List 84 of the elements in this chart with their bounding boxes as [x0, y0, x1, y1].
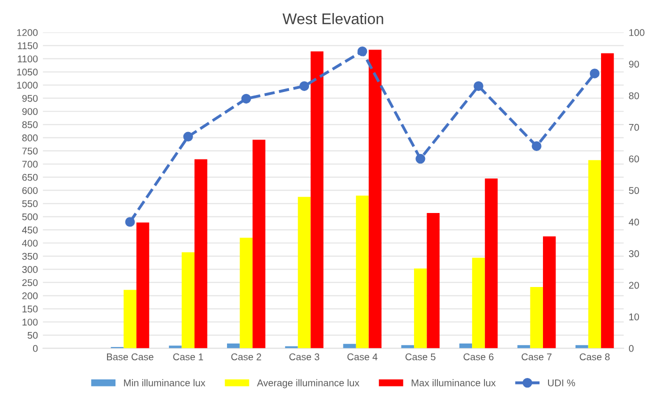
bar — [136, 222, 150, 348]
y-tick-label: 450 — [22, 226, 38, 234]
bar — [310, 51, 324, 348]
y-tick-label: 850 — [22, 121, 38, 128]
y-tick-label: 50 — [28, 332, 38, 339]
y-tick-label: 300 — [22, 266, 38, 273]
y2-tick-label: 60 — [629, 155, 639, 162]
legend-label: UDI % — [548, 379, 576, 386]
y-tick-label: 200 — [22, 292, 38, 300]
y-tick-label: 950 — [22, 94, 38, 102]
bar — [414, 268, 427, 348]
y2-tick-label: 80 — [628, 92, 639, 100]
point — [474, 81, 484, 91]
bar — [472, 258, 485, 348]
y2-tick-label: 30 — [628, 250, 639, 258]
y2-tick-label: 100 — [629, 29, 644, 36]
x-tick-label: Case 1 — [173, 353, 204, 360]
bar — [575, 345, 588, 348]
y-tick-label: 0 — [33, 345, 38, 352]
legend-label: Max illuminance lux — [412, 379, 496, 386]
bar — [426, 212, 440, 348]
bar — [194, 159, 208, 348]
bar — [356, 196, 369, 348]
bar — [530, 286, 543, 348]
x-tick-label: Case 7 — [522, 353, 552, 360]
point — [416, 154, 426, 164]
x-tick-label: Case 6 — [464, 353, 494, 360]
y-tick-label: 600 — [22, 187, 38, 194]
y-tick-label: 1150 — [18, 42, 38, 50]
x-tick-label: Case 8 — [580, 353, 610, 360]
y-tick-label: 900 — [22, 108, 38, 115]
point — [125, 217, 135, 227]
y2-tick-label: 70 — [629, 124, 639, 131]
bar — [542, 236, 556, 348]
y-tick-label: 800 — [22, 134, 38, 142]
point — [532, 141, 542, 151]
bar — [459, 344, 472, 348]
y-tick-label: 150 — [22, 306, 38, 312]
bar — [124, 290, 136, 348]
point — [357, 46, 368, 56]
y-tick-label: 1100 — [18, 55, 38, 62]
point — [590, 68, 600, 78]
y2-tick-label: 90 — [629, 60, 639, 68]
bar — [227, 344, 240, 348]
bar — [484, 178, 498, 348]
bar — [517, 345, 530, 348]
point — [299, 81, 310, 91]
x-tick-label: Case 5 — [406, 353, 436, 360]
bar — [368, 50, 382, 348]
y-tick-label: 400 — [22, 240, 38, 247]
y-tick-label: 250 — [22, 279, 38, 286]
bar — [298, 196, 311, 348]
chart-title: West Elevation — [282, 12, 384, 24]
y-tick-label: 750 — [22, 148, 38, 154]
y-tick-label: 100 — [22, 318, 38, 326]
x-tick-label: Base Case — [107, 353, 154, 360]
y-tick-label: 550 — [22, 200, 38, 208]
bar — [588, 160, 602, 348]
y2-tick-label: 50 — [628, 187, 639, 194]
y2-tick-label: 40 — [628, 218, 639, 226]
y-tick-label: 700 — [22, 160, 38, 168]
x-tick-label: Case 2 — [231, 353, 262, 360]
y2-tick-label: 0 — [628, 345, 634, 352]
y-tick-label: 1050 — [17, 68, 38, 76]
y-tick-label: 500 — [22, 213, 38, 220]
bar — [182, 252, 194, 348]
y-tick-label: 350 — [22, 252, 38, 260]
legend-label: Average illuminance lux — [256, 379, 360, 388]
point — [241, 94, 252, 104]
bar — [240, 238, 253, 348]
bar — [401, 345, 414, 348]
bar — [168, 346, 182, 348]
y-tick-label: 1000 — [17, 82, 38, 89]
point — [183, 132, 193, 142]
bar — [343, 344, 356, 348]
y2-tick-label: 20 — [629, 282, 639, 289]
bar — [252, 140, 266, 348]
bar — [601, 53, 614, 348]
x-tick-label: Case 3 — [289, 353, 320, 360]
y2-tick-label: 10 — [629, 313, 639, 320]
legend-label: Min illuminance lux — [124, 379, 206, 386]
x-tick-label: Case 4 — [347, 353, 378, 360]
y-tick-label: 650 — [22, 174, 38, 181]
y-tick-label: 1200 — [17, 29, 38, 36]
